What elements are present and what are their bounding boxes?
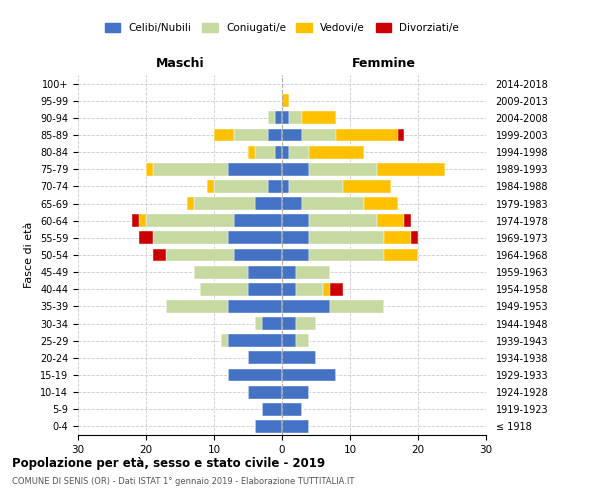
Bar [323, 283, 329, 296]
Bar [377, 163, 445, 175]
Text: Popolazione per età, sesso e stato civile - 2019: Popolazione per età, sesso e stato civil… [12, 458, 325, 470]
Bar [194, 266, 248, 278]
Bar [282, 180, 289, 193]
Bar [248, 266, 282, 278]
Bar [268, 128, 282, 141]
Bar [282, 146, 289, 158]
Bar [235, 128, 268, 141]
Bar [309, 163, 377, 175]
Bar [329, 283, 343, 296]
Bar [200, 283, 248, 296]
Bar [282, 232, 309, 244]
Bar [153, 232, 227, 244]
Bar [296, 334, 309, 347]
Bar [146, 214, 235, 227]
Bar [282, 94, 289, 107]
Bar [255, 317, 262, 330]
Bar [309, 232, 384, 244]
Bar [377, 214, 404, 227]
Bar [255, 420, 282, 433]
Bar [309, 146, 364, 158]
Bar [166, 248, 235, 262]
Bar [282, 300, 329, 313]
Bar [343, 180, 391, 193]
Bar [248, 352, 282, 364]
Bar [282, 420, 309, 433]
Bar [268, 180, 282, 193]
Bar [248, 146, 255, 158]
Bar [364, 197, 398, 210]
Bar [302, 112, 337, 124]
Bar [309, 248, 384, 262]
Bar [153, 248, 166, 262]
Bar [296, 266, 329, 278]
Bar [282, 197, 302, 210]
Bar [282, 163, 309, 175]
Bar [275, 146, 282, 158]
Bar [404, 214, 411, 227]
Bar [262, 317, 282, 330]
Bar [289, 180, 343, 193]
Legend: Celibi/Nubili, Coniugati/e, Vedovi/e, Divorziati/e: Celibi/Nubili, Coniugati/e, Vedovi/e, Di… [101, 19, 463, 38]
Bar [329, 300, 384, 313]
Bar [282, 334, 296, 347]
Bar [282, 128, 302, 141]
Bar [384, 248, 418, 262]
Y-axis label: Fasce di età: Fasce di età [25, 222, 34, 288]
Bar [235, 248, 282, 262]
Bar [282, 403, 302, 415]
Bar [227, 232, 282, 244]
Bar [282, 266, 296, 278]
Bar [221, 334, 227, 347]
Bar [309, 214, 377, 227]
Bar [227, 334, 282, 347]
Bar [296, 283, 323, 296]
Bar [398, 128, 404, 141]
Bar [227, 368, 282, 382]
Bar [275, 112, 282, 124]
Bar [139, 214, 146, 227]
Bar [289, 112, 302, 124]
Bar [227, 300, 282, 313]
Text: COMUNE DI SENIS (OR) - Dati ISTAT 1° gennaio 2019 - Elaborazione TUTTITALIA.IT: COMUNE DI SENIS (OR) - Dati ISTAT 1° gen… [12, 478, 355, 486]
Bar [289, 146, 309, 158]
Bar [262, 403, 282, 415]
Bar [268, 112, 275, 124]
Bar [282, 317, 296, 330]
Bar [133, 214, 139, 227]
Bar [166, 300, 227, 313]
Bar [187, 197, 194, 210]
Bar [337, 128, 398, 141]
Bar [302, 128, 337, 141]
Bar [384, 232, 411, 244]
Bar [255, 146, 275, 158]
Bar [214, 128, 235, 141]
Bar [282, 368, 337, 382]
Bar [282, 283, 296, 296]
Bar [139, 232, 153, 244]
Bar [146, 163, 153, 175]
Bar [214, 180, 268, 193]
Bar [248, 386, 282, 398]
Bar [282, 112, 289, 124]
Bar [153, 163, 227, 175]
Text: Femmine: Femmine [352, 57, 416, 70]
Bar [255, 197, 282, 210]
Bar [302, 197, 364, 210]
Bar [411, 232, 418, 244]
Bar [227, 163, 282, 175]
Text: Maschi: Maschi [155, 57, 205, 70]
Bar [248, 283, 282, 296]
Bar [207, 180, 214, 193]
Bar [282, 352, 316, 364]
Bar [194, 197, 255, 210]
Bar [282, 214, 309, 227]
Bar [282, 386, 309, 398]
Bar [296, 317, 316, 330]
Bar [235, 214, 282, 227]
Bar [282, 248, 309, 262]
